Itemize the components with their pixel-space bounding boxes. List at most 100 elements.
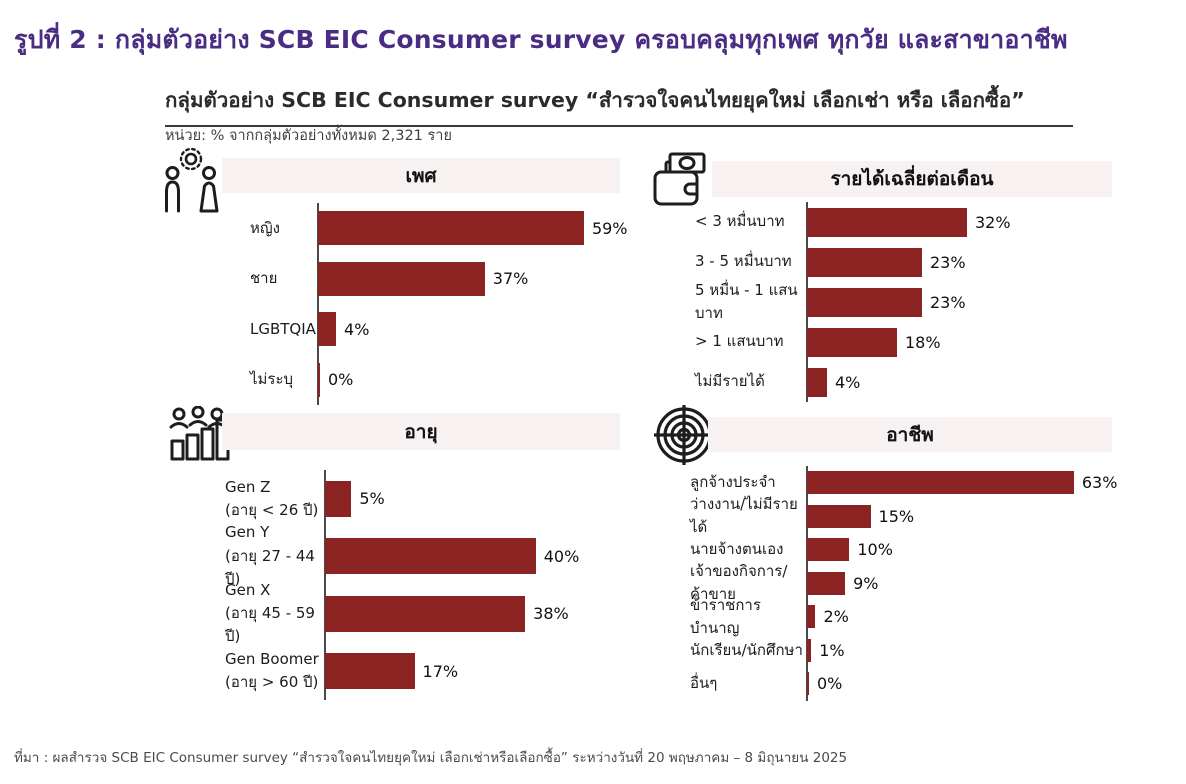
bar-track: 23% (807, 247, 1112, 277)
bar-value-label: 63% (1081, 473, 1118, 493)
bar-row: ว่างงาน/ไม่มีรายได้ 15% (655, 495, 1112, 536)
bar-row: ชาย 37% (165, 254, 620, 305)
bar-track: 4% (807, 367, 1112, 397)
category-label: > 1 แสนบาท (695, 332, 784, 351)
bar-track: 38% (325, 595, 620, 632)
category-label: 3 - 5 หมื่นบาท (695, 252, 792, 271)
bar (807, 327, 897, 357)
bar-row: 3 - 5 หมื่นบาท 23% (655, 242, 1112, 282)
category-label: นายจ้างตนเอง (690, 540, 784, 559)
bar-value-label: 2% (823, 607, 849, 627)
bar-track: 1% (807, 638, 1112, 662)
bar-track: 17% (325, 653, 620, 690)
panel-title-occupation: อาชีพ (708, 417, 1112, 452)
chart-title: กลุ่มตัวอย่าง SCB EIC Consumer survey “ส… (165, 84, 1073, 127)
bar-value-label: 15% (878, 506, 915, 526)
bar (325, 595, 526, 632)
gender-icon (162, 146, 220, 218)
bar-row: หญิง 59% (165, 203, 628, 254)
bar (318, 362, 320, 397)
bar-track: 2% (807, 605, 1112, 629)
bar-value-label: 0% (817, 674, 843, 694)
figure-title: รูปที่ 2 : กลุ่มตัวอย่าง SCB EIC Consume… (14, 25, 1068, 54)
category-label: ไม่มีรายได้ (695, 372, 765, 391)
bar-value-label: 32% (975, 212, 1011, 232)
bar-row: > 1 แสนบาท 18% (655, 322, 1112, 362)
category-label: ว่างงาน/ไม่มีรายได้ (690, 495, 798, 537)
bar-row: นักเรียน/นักศึกษา 1% (655, 634, 1112, 668)
bar-track: 5% (325, 480, 620, 517)
bar-value-label: 23% (930, 292, 966, 312)
source-note: ที่มา : ผลสำรวจ SCB EIC Consumer survey … (14, 750, 848, 766)
bar-track: 4% (318, 312, 620, 347)
target-icon (653, 404, 715, 470)
bar (807, 571, 846, 595)
bar-value-label: 38% (533, 604, 569, 624)
bar (807, 638, 812, 662)
bar-row: Gen Boomer (อายุ > 60 ปี) 17% (165, 643, 620, 701)
panel-title-age: อายุ (222, 413, 620, 450)
bar-value-label: 10% (857, 540, 893, 560)
bar-row: เจ้าของกิจการ/ค้าขาย 9% (655, 562, 1112, 603)
category-label: LGBTQIA+ (250, 319, 329, 338)
bar-track: 10% (807, 538, 1112, 562)
bar-track: 32% (807, 207, 1112, 237)
bar (325, 480, 352, 517)
people-chart-icon (168, 405, 230, 466)
bar-row: LGBTQIA+ 4% (165, 304, 620, 355)
category-label: < 3 หมื่นบาท (695, 212, 785, 231)
bar-row: Gen Y (อายุ 27 - 44 ปี) 40% (165, 523, 620, 588)
category-label: ข้าราชการบำนาญ (690, 595, 761, 637)
category-label: Gen X (อายุ 45 - 59 ปี) (225, 580, 315, 646)
bar (807, 367, 827, 397)
category-label: ลูกจ้างประจำ (690, 473, 776, 492)
category-label: นักเรียน/นักศึกษา (690, 640, 803, 659)
bar-track: 40% (325, 538, 620, 575)
bar-track: 0% (807, 672, 1112, 696)
bar-row: 5 หมื่น - 1 แสนบาท 23% (655, 281, 1112, 322)
bar-row: ข้าราชการบำนาญ 2% (655, 596, 1112, 637)
panel-title-income: รายได้เฉลี่ยต่อเดือน (712, 161, 1112, 197)
bar (325, 538, 536, 575)
bar-track: 37% (318, 261, 620, 296)
bar (807, 504, 871, 528)
category-label: 5 หมื่น - 1 แสนบาท (695, 280, 798, 322)
bar-track: 23% (807, 287, 1112, 317)
panel-title-gender: เพศ (222, 158, 620, 193)
category-label: อื่นๆ (690, 674, 718, 693)
bar-value-label: 17% (422, 661, 459, 681)
bar-value-label: 5% (359, 489, 385, 509)
bar (807, 471, 1074, 495)
category-label: หญิง (250, 218, 280, 237)
bar-row: ไม่ระบุ 0% (165, 355, 620, 406)
gender-bar-chart: หญิง 59% ชาย 37% LGBTQIA+ 4% ไม่ระบุ 0% (165, 203, 628, 406)
category-label: Gen Boomer (อายุ > 60 ปี) (225, 650, 319, 692)
bar-row: ไม่มีรายได้ 4% (655, 362, 1112, 402)
category-label: ชาย (250, 269, 278, 288)
bar-row: นายจ้างตนเอง 10% (655, 533, 1112, 567)
bar-row: อื่นๆ 0% (655, 667, 1112, 701)
bar-value-label: 59% (591, 218, 628, 238)
bar (807, 287, 922, 317)
unit-note: หน่วย: % จากกลุ่มตัวอย่างทั้งหมด 2,321 ร… (165, 128, 452, 144)
bar-value-label: 1% (819, 640, 845, 660)
bar-value-label: 0% (328, 370, 354, 390)
bar-track: 59% (318, 211, 628, 246)
bar-track: 9% (807, 571, 1112, 595)
bar-value-label: 4% (344, 319, 370, 339)
bar-row: < 3 หมื่นบาท 32% (655, 202, 1112, 242)
bar-value-label: 23% (930, 252, 966, 272)
bar-row: Gen X (อายุ 45 - 59 ปี) 38% (165, 581, 620, 646)
bar (807, 672, 809, 696)
bar-track: 15% (807, 504, 1112, 528)
wallet-icon (650, 150, 710, 214)
category-label: เจ้าของกิจการ/ค้าขาย (690, 562, 788, 604)
bar (807, 247, 922, 277)
bar-track: 63% (807, 471, 1117, 495)
age-bar-chart: Gen Z (อายุ < 26 ปี) 5% Gen Y (อายุ 27 - 4… (165, 470, 620, 700)
bar-track: 18% (807, 327, 1112, 357)
bar-row: Gen Z (อายุ < 26 ปี) 5% (165, 470, 620, 528)
bar (318, 312, 337, 347)
bar-track: 0% (318, 362, 620, 397)
